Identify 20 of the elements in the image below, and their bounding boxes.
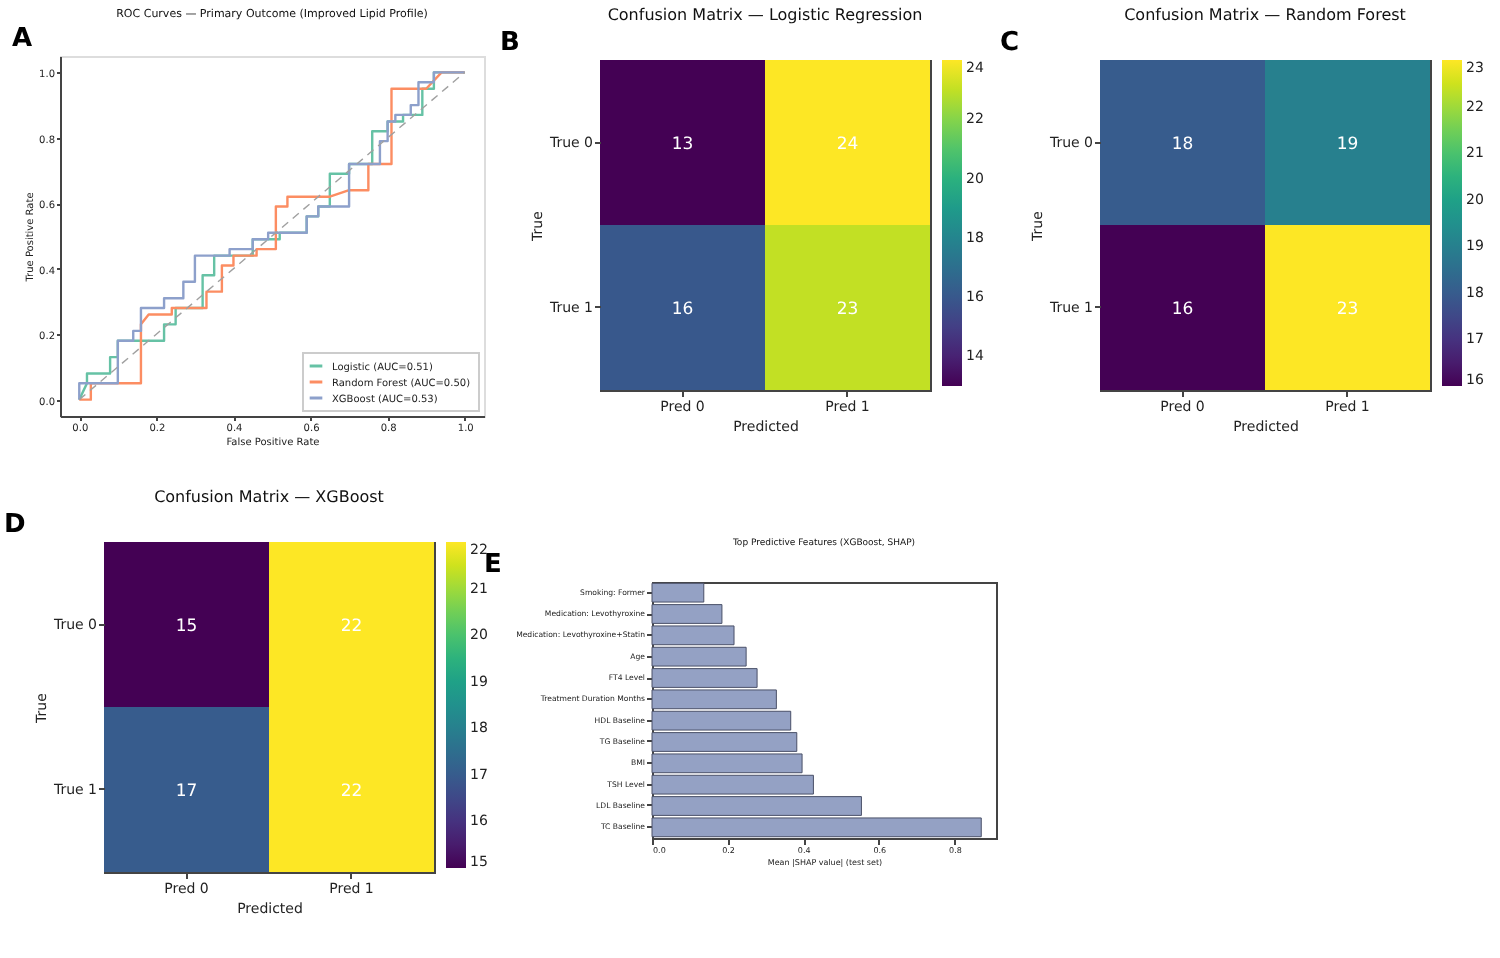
text: A [12,24,33,54]
data-label: 24 [836,134,859,155]
text: C [1000,28,1020,58]
data-label: 15 [175,616,198,637]
data-label: 22 [340,781,363,802]
data-label: 13 [671,134,694,155]
chart-title: Confusion Matrix — Random Forest [1124,6,1406,24]
chart-title: Confusion Matrix — XGBoost [154,488,384,506]
data-label: 22 [340,616,363,637]
data-label: 17 [175,781,198,802]
text: B [500,28,520,58]
data-label: 16 [671,299,694,320]
data-label: 23 [836,299,859,320]
chart-title: Confusion Matrix — Logistic Regression [607,6,923,24]
data-label: 23 [1336,299,1359,320]
data-label: 16 [1171,299,1194,320]
text: D [4,510,26,540]
data-label: 18 [1171,134,1194,155]
text: E [484,550,502,580]
data-label: 19 [1336,134,1359,155]
